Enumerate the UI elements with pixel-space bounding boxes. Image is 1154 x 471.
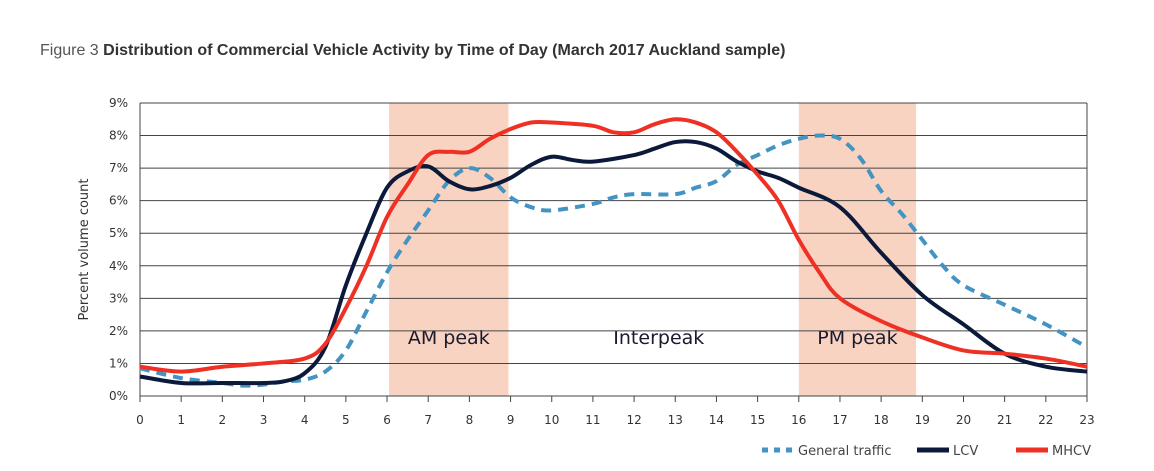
x-tick-label: 12	[626, 413, 641, 427]
x-tick-label: 13	[668, 413, 683, 427]
x-tick-label: 18	[873, 413, 888, 427]
y-tick-label: 2%	[109, 324, 128, 338]
legend-label: General traffic	[798, 444, 892, 459]
band-label: PM peak	[817, 327, 897, 349]
x-tick-label: 6	[383, 413, 391, 427]
band-label: AM peak	[408, 327, 490, 349]
x-tick-label: 1	[177, 413, 185, 427]
y-axis-label: Percent volume count	[77, 178, 92, 320]
x-tick-label: 4	[301, 413, 309, 427]
x-tick-label: 0	[136, 413, 144, 427]
y-tick-label: 7%	[109, 161, 128, 175]
y-tick-label: 5%	[109, 226, 128, 240]
x-tick-label: 9	[507, 413, 515, 427]
figure-caption: Distribution of Commercial Vehicle Activ…	[103, 42, 786, 59]
y-tick-label: 6%	[109, 194, 128, 208]
x-tick-label: 5	[342, 413, 350, 427]
peak-band	[389, 103, 509, 396]
y-tick-label: 3%	[109, 291, 128, 305]
y-tick-label: 9%	[109, 96, 128, 110]
x-tick-label: 19	[915, 413, 930, 427]
x-tick-label: 23	[1079, 413, 1094, 427]
legend-label: MHCV	[1052, 444, 1091, 459]
x-tick-label: 10	[544, 413, 559, 427]
x-tick-label: 22	[1038, 413, 1053, 427]
figure-title: Figure 3 Distribution of Commercial Vehi…	[40, 42, 785, 60]
x-tick-label: 14	[709, 413, 724, 427]
x-tick-label: 8	[466, 413, 474, 427]
y-tick-label: 4%	[109, 259, 128, 273]
x-tick-label: 11	[585, 413, 600, 427]
y-tick-label: 8%	[109, 129, 128, 143]
x-tick-label: 15	[750, 413, 765, 427]
series-line-general-traffic	[139, 133, 1088, 388]
x-tick-label: 17	[832, 413, 847, 427]
x-tick-label: 21	[997, 413, 1012, 427]
figure-number: Figure 3	[40, 42, 99, 59]
x-tick-label: 2	[219, 413, 227, 427]
y-tick-label: 1%	[109, 356, 128, 370]
peak-band	[798, 103, 917, 396]
series-line-lcv	[139, 139, 1088, 386]
x-tick-label: 16	[791, 413, 806, 427]
series-line-mhcv	[139, 117, 1088, 374]
annotation-label: Interpeak	[613, 327, 704, 349]
x-tick-label: 20	[956, 413, 971, 427]
x-tick-label: 3	[260, 413, 268, 427]
x-tick-label: 7	[424, 413, 432, 427]
y-tick-label: 0%	[109, 389, 128, 403]
legend-label: LCV	[953, 444, 978, 459]
